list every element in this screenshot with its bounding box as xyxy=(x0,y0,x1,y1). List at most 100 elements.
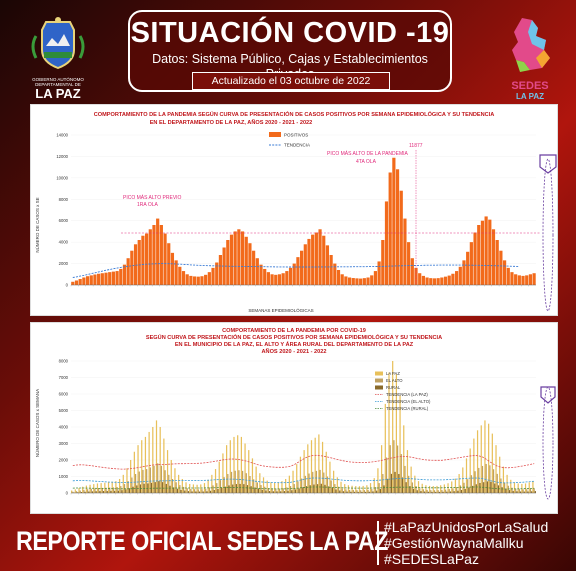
chart2-bar-elalto xyxy=(131,477,133,493)
chart2-bar-rural xyxy=(457,490,459,493)
chart2-bar-elalto xyxy=(304,475,306,493)
chart2-trend-elalto xyxy=(72,477,535,484)
chart2-bar-lapaz xyxy=(384,403,386,493)
chart1-bar xyxy=(277,274,282,285)
hashtag-2[interactable]: #GestiónWaynaMallku xyxy=(384,535,524,551)
chart1-bar xyxy=(407,242,411,285)
chart2-bar-lapaz xyxy=(222,453,224,493)
chart-municipios-panel: COMPORTAMIENTO DE LA PANDEMIA POR COVID-… xyxy=(30,322,558,514)
chart1-bar xyxy=(484,216,488,285)
chart1-bar xyxy=(126,258,130,285)
chart2-bar-lapaz xyxy=(462,467,464,493)
chart2-ytick: 1000 xyxy=(59,474,69,479)
chart1-bar xyxy=(495,240,499,285)
chart2-bar-lapaz xyxy=(207,479,209,493)
chart2-bar-lapaz xyxy=(107,482,110,493)
chart2-bar-elalto xyxy=(79,490,81,493)
chart2-subtitle2: EN EL MUNICIPIO DE LA PAZ, EL ALTO Y ÁRE… xyxy=(175,341,414,348)
chart2-bar-rural xyxy=(442,491,444,493)
chart2-subtitle: SEGÚN CURVA DE PRESENTACIÓN DE CASOS POS… xyxy=(146,333,442,341)
chart2-bar-lapaz xyxy=(318,434,320,493)
chart2-bar-rural xyxy=(95,491,97,493)
chart2-bar-elalto xyxy=(253,479,255,493)
chart2-bar-rural xyxy=(527,491,529,493)
chart2-bar-elalto xyxy=(448,489,450,493)
chart2-bar-lapaz xyxy=(96,483,99,493)
chart2-bar-lapaz xyxy=(285,478,287,493)
chart2-bar-elalto xyxy=(216,483,218,493)
chart2-bar-rural xyxy=(162,482,164,493)
chart1-ytick: 14000 xyxy=(56,133,68,138)
chart1-bar xyxy=(156,218,160,285)
chart1-bar xyxy=(410,258,414,285)
chart2-legend-swatch xyxy=(375,385,383,390)
chart2-bar-rural xyxy=(512,490,514,493)
chart2-bar-elalto xyxy=(153,465,155,493)
chart2-bar-lapaz xyxy=(152,427,154,493)
chart1-bar xyxy=(170,252,175,285)
chart2-bar-rural xyxy=(272,491,274,493)
chart1-bar xyxy=(336,270,341,285)
chart2-bar-lapaz xyxy=(406,450,409,493)
chart2-bar-elalto xyxy=(382,474,384,493)
chart2-bar-lapaz xyxy=(281,481,283,493)
chart2-bar-rural xyxy=(88,491,90,493)
chart2-bar-elalto xyxy=(182,486,185,493)
updated-date: Actualizado el 03 octubre de 2022 xyxy=(192,72,390,90)
chart2-bar-rural xyxy=(202,491,204,493)
chart2-bar-rural xyxy=(353,491,356,493)
chart2-bar-lapaz xyxy=(233,436,235,493)
chart1-bar xyxy=(163,233,167,285)
logo-left-name: LA PAZ xyxy=(35,86,81,101)
chart2-bar-elalto xyxy=(256,482,258,493)
chart2-bar-lapaz xyxy=(155,420,158,493)
chart2-bar-lapaz xyxy=(292,470,294,493)
chart1-bar xyxy=(440,277,444,285)
chart2-bar-rural xyxy=(486,481,489,493)
chart2-bar-rural xyxy=(136,485,138,493)
chart2-bar-elalto xyxy=(363,490,366,493)
chart2-bar-elalto xyxy=(341,488,343,493)
chart1-bar xyxy=(74,280,79,285)
chart2-bar-rural xyxy=(283,491,286,493)
chart1-bar xyxy=(451,273,455,285)
chart2-bar-lapaz xyxy=(454,478,457,493)
chart2-bar-rural xyxy=(516,491,518,493)
chart1-bar xyxy=(285,271,289,285)
chart2-bar-lapaz xyxy=(373,478,375,493)
hashtag-3[interactable]: #SEDESLaPaz xyxy=(384,551,479,567)
hashtag-1[interactable]: #LaPazUnidosPorLaSalud xyxy=(384,519,549,535)
chart1-bar xyxy=(469,242,473,285)
chart1-bar xyxy=(215,262,219,285)
chart2-bar-elalto xyxy=(278,488,281,493)
chart1-bar xyxy=(89,275,93,285)
chart1-bar xyxy=(248,243,252,285)
chart2-bar-rural xyxy=(125,489,127,493)
chart2-bar-rural xyxy=(534,491,536,493)
chart2-bar-elalto xyxy=(437,490,439,493)
chart2-bar-elalto xyxy=(526,489,528,493)
chart2-bar-rural xyxy=(324,484,326,493)
chart2-bar-elalto xyxy=(227,474,229,493)
chart1-bar xyxy=(344,276,348,285)
chart2-bar-elalto xyxy=(301,478,303,493)
chart1-bar xyxy=(384,201,389,285)
chart2-bar-rural xyxy=(460,489,463,493)
chart2-bar-lapaz xyxy=(428,485,431,493)
chart1-current-week-marker xyxy=(542,158,554,312)
logo-right-name: SEDES xyxy=(511,80,549,92)
chart2-bar-lapaz xyxy=(126,468,128,493)
chart2-bar-rural xyxy=(320,483,322,493)
chart1-ytick: 8000 xyxy=(59,197,69,202)
chart1-bar xyxy=(388,172,392,285)
chart2-bar-rural xyxy=(221,487,223,493)
chart2-bar-elalto xyxy=(190,489,192,493)
chart2-bar-rural xyxy=(394,471,396,493)
chart1-legend-positivos: POSITIVOS xyxy=(284,133,308,138)
chart2-bar-elalto xyxy=(415,486,417,493)
chart1-legend-positivos-swatch xyxy=(269,132,281,137)
chart1-bar xyxy=(532,273,536,285)
chart2-bar-elalto xyxy=(98,488,100,493)
chart2-bar-lapaz xyxy=(130,460,132,493)
chart1-bar xyxy=(521,275,525,285)
